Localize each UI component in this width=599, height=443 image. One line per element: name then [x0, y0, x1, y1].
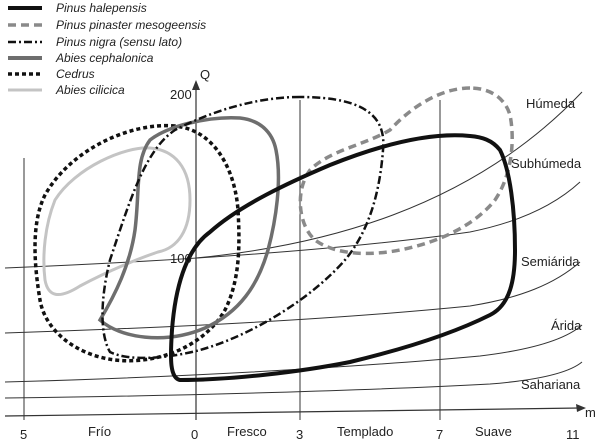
envelope-cedrus	[33, 123, 241, 363]
region-label-fresco: Fresco	[227, 424, 267, 439]
x-tick-7: 7	[436, 427, 443, 442]
legend-item-pinus-nigra: Pinus nigra (sensu lato)	[8, 35, 182, 49]
reference-lines	[4, 85, 581, 420]
x-axis-label: m	[585, 405, 596, 420]
q-axis-arrow-icon	[192, 80, 200, 90]
x-tick-5: 5	[20, 427, 27, 442]
legend-label: Pinus nigra (sensu lato)	[56, 35, 182, 49]
zone-label-humeda: Húmeda	[526, 96, 576, 111]
envelope-abies-cilicica	[42, 146, 192, 296]
legend-label: Abies cephalonica	[55, 51, 154, 65]
zone-label-arida: Árida	[551, 318, 582, 333]
legend-label: Cedrus	[56, 67, 95, 81]
m-axis-arrow-icon	[576, 404, 586, 412]
legend: Pinus halepensis Pinus pinaster mesogeen…	[8, 1, 206, 97]
legend-item-abies-cilicica: Abies cilicica	[8, 83, 125, 97]
region-label-frio: Frío	[88, 424, 111, 439]
y-axis-label: Q	[200, 67, 210, 82]
region-label-templado: Templado	[337, 424, 393, 439]
m-axis	[4, 407, 581, 417]
axis-arrows	[192, 80, 586, 412]
zone-labels: Húmeda Subhúmeda Semiárida Árida Saharia…	[511, 96, 582, 392]
boundary-semiarida	[4, 261, 581, 334]
y-tick-200: 200	[170, 87, 192, 102]
zone-label-subhumeda: Subhúmeda	[511, 156, 582, 171]
legend-item-pinus-pinaster: Pinus pinaster mesogeensis	[8, 18, 206, 32]
boundary-arida	[4, 324, 583, 383]
legend-item-abies-cephalonica: Abies cephalonica	[8, 51, 154, 65]
legend-label: Pinus halepensis	[56, 1, 147, 15]
legend-label: Pinus pinaster mesogeensis	[56, 18, 206, 32]
zone-label-sahariana: Sahariana	[521, 377, 581, 392]
zone-label-semiarida: Semiárida	[521, 254, 580, 269]
boundary-humeda	[195, 91, 583, 259]
boundary-subhumeda	[4, 181, 581, 269]
x-tick-0: 0	[191, 427, 198, 442]
zone-boundaries	[4, 91, 583, 399]
envelope-abies-cephalonica	[97, 116, 281, 340]
envelope-pinus-nigra	[101, 95, 385, 360]
legend-label: Abies cilicica	[55, 83, 125, 97]
region-label-suave: Suave	[475, 424, 512, 439]
x-tick-11: 11	[566, 427, 580, 442]
envelope-pinus-pinaster	[298, 86, 514, 256]
boundary-sahariana	[4, 361, 583, 399]
envelope-pinus-halepensis	[169, 133, 518, 383]
x-tick-3: 3	[296, 427, 303, 442]
legend-item-pinus-halepensis: Pinus halepensis	[8, 1, 147, 15]
y-tick-100: 100	[170, 251, 192, 266]
axis-labels: Q 200 100 m 5 0 3 7 11	[20, 67, 596, 442]
legend-item-cedrus: Cedrus	[8, 67, 95, 81]
region-labels: Frío Fresco Templado Suave	[88, 424, 512, 439]
species-envelopes	[33, 86, 518, 383]
